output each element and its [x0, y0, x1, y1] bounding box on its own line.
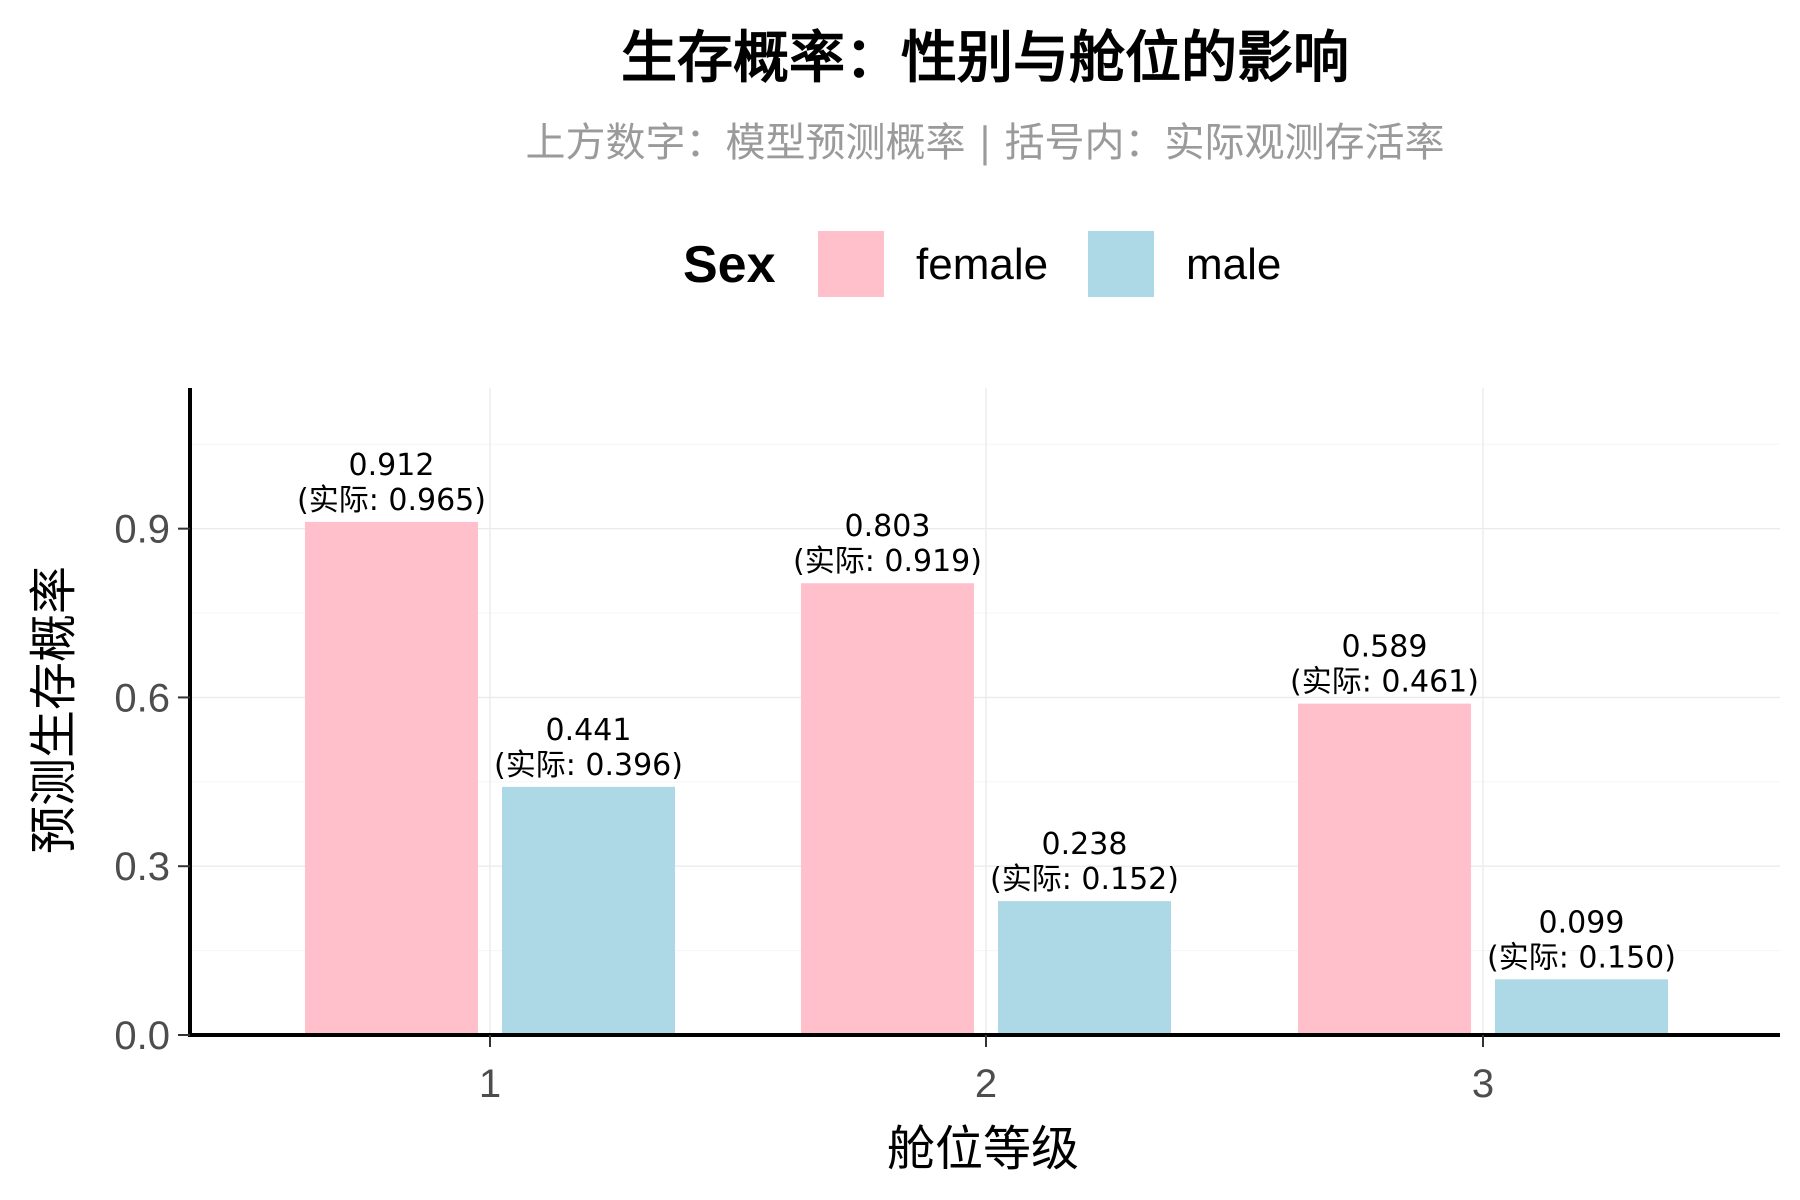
bar-actual-label: (实际: 0.919) [793, 544, 982, 579]
x-tick-label: 2 [975, 1062, 997, 1106]
bar-actual-label: (实际: 0.396) [494, 748, 683, 783]
bar-actual-label: (实际: 0.461) [1290, 665, 1479, 700]
bar-female-class-3 [1298, 703, 1471, 1035]
legend-swatch-female [818, 231, 884, 297]
y-tick-label: 0.6 [114, 676, 170, 720]
bar-female-class-1 [305, 521, 478, 1035]
legend: Sex female male [683, 231, 1281, 297]
axes: 0.00.30.60.91 2 3 [114, 388, 1780, 1106]
bar-value-label: 0.099 [1539, 905, 1625, 940]
legend-title: Sex [683, 236, 776, 294]
bar-female-class-2 [801, 583, 974, 1035]
bar-male-class-2 [998, 901, 1171, 1035]
bar-value-label: 0.803 [845, 509, 931, 544]
chart-title: 生存概率：性别与舱位的影响 [621, 25, 1349, 91]
x-tick-label: 1 [479, 1062, 501, 1106]
legend-label-female: female [916, 240, 1048, 289]
bar-value-label: 0.238 [1042, 827, 1128, 862]
bar-actual-label: (实际: 0.965) [297, 483, 486, 518]
chart-subtitle: 上方数字：模型预测概率 | 括号内：实际观测存活率 [526, 120, 1445, 166]
bar-value-label: 0.912 [349, 448, 435, 483]
legend-label-male: male [1186, 240, 1281, 289]
x-tick-label: 3 [1472, 1062, 1494, 1106]
y-tick-label: 0.9 [114, 508, 170, 552]
y-tick-label: 0.3 [114, 845, 170, 889]
legend-swatch-male [1088, 231, 1154, 297]
bar-labels: 0.912(实际: 0.965)0.803(实际: 0.919)0.589(实际… [297, 448, 1676, 975]
bar-value-label: 0.589 [1342, 630, 1428, 665]
bar-actual-label: (实际: 0.150) [1487, 940, 1676, 975]
bar-male-class-1 [502, 786, 675, 1035]
bars [305, 521, 1668, 1035]
y-tick-label: 0.0 [114, 1014, 170, 1058]
x-axis-title: 舱位等级 [887, 1121, 1079, 1177]
y-axis-title: 预测生存概率 [26, 566, 82, 854]
bar-male-class-3 [1495, 979, 1668, 1035]
bar-value-label: 0.441 [546, 713, 632, 748]
bar-actual-label: (实际: 0.152) [990, 862, 1179, 897]
